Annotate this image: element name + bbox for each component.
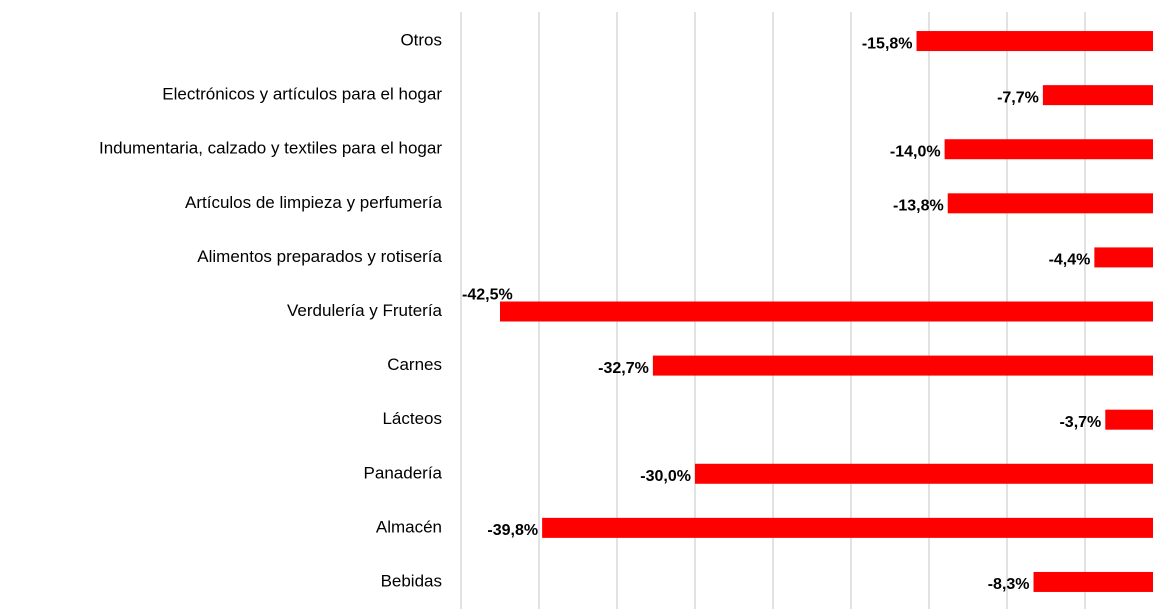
bar: [1033, 571, 1153, 592]
bar: [1042, 85, 1153, 106]
category-label: Lácteos: [382, 409, 442, 428]
value-label: -13,8%: [893, 198, 944, 215]
bar: [1105, 409, 1153, 430]
bar: [947, 193, 1153, 214]
bar: [916, 31, 1153, 52]
value-label: -39,8%: [487, 522, 538, 539]
value-label: -7,7%: [997, 89, 1039, 106]
value-label: -30,0%: [640, 468, 691, 485]
category-label: Alimentos preparados y rotisería: [197, 247, 442, 266]
category-label: Indumentaria, calzado y textiles para el…: [99, 139, 442, 158]
value-label: -32,7%: [598, 360, 649, 377]
category-label: Verdulería y Frutería: [287, 301, 443, 320]
category-label: Carnes: [387, 355, 442, 374]
value-label: -4,4%: [1049, 252, 1091, 269]
category-label: Bebidas: [381, 571, 442, 590]
value-label: -3,7%: [1059, 414, 1101, 431]
bar: [652, 355, 1153, 376]
bar: [944, 139, 1153, 160]
value-label: -15,8%: [862, 35, 913, 52]
category-label: Otros: [400, 31, 442, 50]
category-label: Artículos de limpieza y perfumería: [185, 193, 443, 212]
bar: [500, 301, 1153, 322]
bar: [695, 463, 1153, 484]
category-label: Almacén: [376, 517, 442, 536]
value-label: -42,5%: [462, 287, 513, 304]
category-label: Electrónicos y artículos para el hogar: [162, 85, 442, 104]
value-label: -8,3%: [988, 576, 1030, 593]
value-label: -14,0%: [890, 143, 941, 160]
bar: [542, 517, 1153, 538]
bar: [1094, 247, 1153, 268]
category-label: Panadería: [364, 463, 443, 482]
